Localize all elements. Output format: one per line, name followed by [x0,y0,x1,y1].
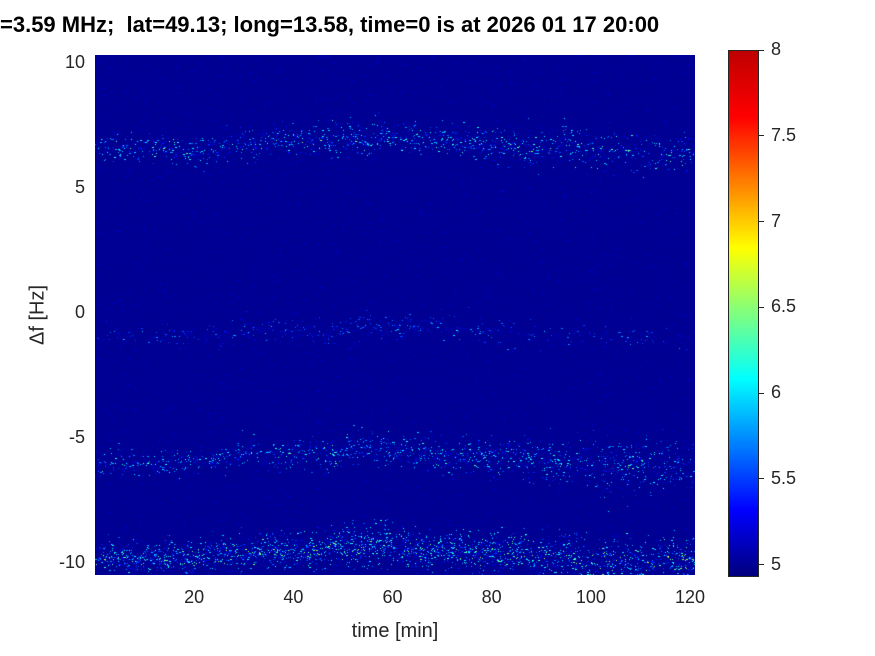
x-tick-label: 80 [481,587,502,607]
colorbar-tick-mark [758,49,764,51]
colorbar-tick-label: 6 [771,382,782,403]
y-tick-label: -5 [68,426,85,447]
x-tick-label: 100 [575,587,606,607]
colorbar-tick-mark [758,135,764,137]
x-tick-label: 120 [675,587,706,607]
colorbar-tick-mark [758,392,764,394]
colorbar-tick-label: 8 [771,39,782,59]
x-tick-label: 60 [382,587,403,607]
colorbar-tick-label: 6.5 [771,296,797,317]
x-tick-label: 40 [283,587,304,607]
y-tick-label: 0 [74,301,85,322]
heatmap-canvas [95,55,695,575]
y-tick-label: 10 [64,51,85,72]
colorbar-tick-label: 7 [771,210,782,231]
y-tick-label: 5 [74,176,85,197]
colorbar-tick-mark [758,306,764,308]
x-tick-label: 20 [184,587,205,607]
colorbar-tick-label: 5 [771,553,782,574]
colorbar [728,50,759,577]
colorbar-tick-label: 7.5 [771,124,797,145]
colorbar-tick-label: 5.5 [771,467,797,488]
colorbar-tick-mark [758,478,764,480]
x-axis-label: time [min] [351,620,439,642]
y-tick-label: -10 [58,551,85,572]
chart-title: =3.59 MHz; lat=49.13; long=13.58, time=0… [0,12,660,37]
colorbar-tick-mark [758,221,764,223]
colorbar-tick-mark [758,564,764,566]
